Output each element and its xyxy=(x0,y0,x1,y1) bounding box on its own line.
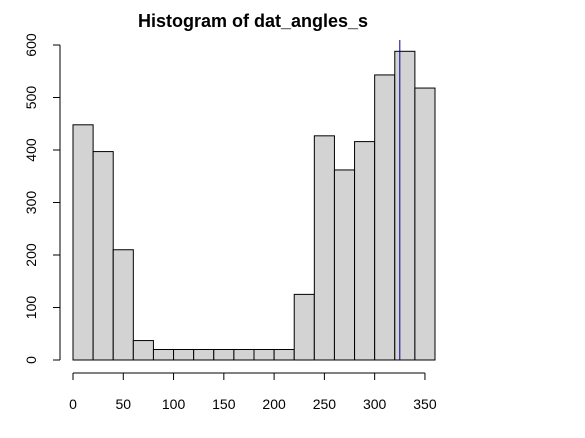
y-tick-label: 300 xyxy=(23,191,39,215)
histogram-bar xyxy=(173,349,195,361)
histogram-bar xyxy=(112,249,134,361)
histogram-bar xyxy=(132,340,154,361)
histogram-bar xyxy=(253,349,275,361)
histogram-bar xyxy=(92,151,114,361)
histogram-bar xyxy=(313,135,335,361)
x-tick-label: 50 xyxy=(115,396,131,412)
bars-layer xyxy=(72,50,436,361)
histogram-bar xyxy=(72,124,94,361)
x-axis: 0 50 100 150 200 250 300 350 xyxy=(69,372,437,412)
x-tick-label: 350 xyxy=(413,396,437,412)
y-tick-label: 400 xyxy=(23,138,39,162)
x-tick-label: 150 xyxy=(212,396,236,412)
histogram-bar xyxy=(152,349,175,361)
histogram-bar xyxy=(333,169,356,361)
x-tick-label: 100 xyxy=(162,396,186,412)
y-tick-label: 0 xyxy=(23,356,39,364)
histogram-bar xyxy=(414,87,436,361)
y-tick-label: 500 xyxy=(23,86,39,110)
histogram-bar xyxy=(193,349,215,361)
y-tick-label: 600 xyxy=(23,33,39,57)
histogram-bar xyxy=(273,349,295,361)
chart-title: Histogram of dat_angles_s xyxy=(138,11,368,31)
y-tick-label: 100 xyxy=(23,296,39,320)
x-tick-label: 0 xyxy=(69,396,77,412)
y-tick-label: 200 xyxy=(23,243,39,267)
histogram-bar xyxy=(213,349,235,361)
y-axis: 0 100 200 300 400 500 600 xyxy=(23,33,61,364)
histogram-bar xyxy=(233,349,255,361)
histogram-bar xyxy=(293,293,315,361)
histogram-bar xyxy=(394,50,416,361)
x-tick-label: 250 xyxy=(313,396,337,412)
x-tick-label: 300 xyxy=(363,396,387,412)
x-tick-label: 200 xyxy=(262,396,286,412)
histogram-bar xyxy=(354,141,376,361)
histogram-bar xyxy=(374,74,396,361)
